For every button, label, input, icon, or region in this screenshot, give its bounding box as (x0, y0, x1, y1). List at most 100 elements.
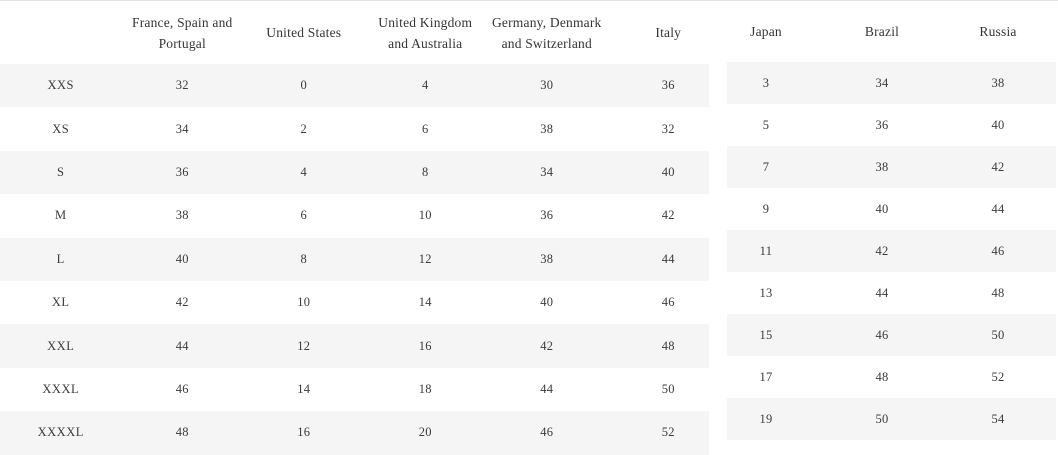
size-label-cell: XS (52, 121, 70, 136)
size-value-cell: 30 (540, 78, 554, 93)
size-value-cell: 46 (875, 327, 889, 342)
size-value-cell: 10 (418, 208, 432, 223)
size-value-cell: 11 (759, 243, 773, 258)
size-value-cell: 6 (421, 121, 429, 136)
table-row: XL 42 10 14 40 46 (0, 281, 729, 324)
column-header-line: Russia (979, 24, 1017, 39)
size-value-cell: 50 (875, 411, 889, 426)
size-label-cell: XXXXL (37, 425, 84, 440)
size-value-cell: 48 (875, 369, 889, 384)
column-header-line: France, Spain and (132, 14, 233, 30)
size-value-cell: 8 (421, 164, 429, 179)
size-value-cell: 14 (418, 295, 432, 310)
size-value-cell: 38 (540, 121, 554, 136)
size-value-cell: 17 (759, 369, 773, 384)
table-row: M 38 6 10 36 42 (0, 194, 729, 237)
size-value-cell: 44 (661, 251, 675, 266)
size-value-cell: 4 (421, 78, 429, 93)
size-value-cell: 16 (297, 425, 311, 440)
size-value-cell: 5 (762, 117, 770, 132)
column-header-united-states: United States (243, 22, 365, 43)
size-value-cell: 36 (875, 117, 889, 132)
size-value-cell: 50 (991, 327, 1005, 342)
size-value-cell: 48 (661, 338, 675, 353)
table-row: XXXL 46 14 18 44 50 (0, 368, 729, 411)
table-row: 5 36 40 (708, 104, 1056, 146)
size-value-cell: 50 (661, 381, 675, 396)
size-value-cell: 36 (175, 164, 189, 179)
column-header-line: Italy (655, 25, 682, 40)
size-value-cell: 46 (991, 243, 1005, 258)
column-header-line: and Switzerland (501, 35, 592, 51)
size-value-cell: 8 (300, 251, 308, 266)
size-label-cell: XXL (47, 338, 75, 353)
size-value-cell: 12 (297, 338, 311, 353)
size-value-cell: 38 (875, 159, 889, 174)
size-value-cell: 10 (297, 295, 311, 310)
size-value-cell: 40 (661, 164, 675, 179)
size-value-cell: 42 (875, 243, 889, 258)
size-value-cell: 44 (875, 285, 889, 300)
size-table-japan-brazil-russia-header: Japan Brazil Russia (708, 1, 1056, 62)
table-row: L 40 8 12 38 44 (0, 237, 729, 281)
column-header-brazil: Brazil (824, 21, 940, 42)
size-value-cell: 34 (175, 121, 189, 136)
size-label-cell: XXXL (42, 381, 80, 396)
size-table-international: France, Spain and Portugal United States Un… (0, 1, 729, 455)
size-value-cell: 40 (875, 201, 889, 216)
size-value-cell: 16 (418, 338, 432, 353)
size-value-cell: 44 (991, 201, 1005, 216)
size-value-cell: 54 (991, 411, 1005, 426)
size-value-cell: 52 (991, 369, 1005, 384)
size-value-cell: 44 (175, 338, 189, 353)
table-row: 11 42 46 (708, 230, 1056, 272)
size-value-cell: 46 (175, 381, 189, 396)
table-row: 7 38 42 (708, 146, 1056, 188)
size-label-cell: XXS (47, 78, 74, 93)
size-value-cell: 48 (991, 285, 1005, 300)
size-value-cell: 12 (418, 251, 432, 266)
size-value-cell: 52 (661, 425, 675, 440)
size-value-cell: 19 (759, 411, 773, 426)
column-header-japan: Japan (708, 21, 824, 42)
column-header-line: Japan (750, 24, 782, 39)
size-label-cell: S (57, 164, 65, 179)
size-label-cell: XL (51, 295, 70, 310)
size-value-cell: 48 (175, 425, 189, 440)
size-value-cell: 15 (759, 327, 773, 342)
column-header-line: Brazil (864, 24, 900, 39)
size-value-cell: 34 (875, 75, 889, 90)
column-header-line: Portugal (158, 35, 206, 51)
table-row: 17 48 52 (708, 356, 1056, 398)
table-row: 15 46 50 (708, 314, 1056, 356)
column-header-line: United States (266, 25, 342, 40)
size-value-cell: 40 (540, 295, 554, 310)
size-value-cell: 4 (300, 164, 308, 179)
size-value-cell: 40 (991, 117, 1005, 132)
table-row: 19 50 54 (708, 398, 1056, 440)
size-value-cell: 2 (300, 121, 308, 136)
size-value-cell: 38 (540, 251, 554, 266)
size-value-cell: 44 (540, 381, 554, 396)
size-value-cell: 42 (661, 208, 675, 223)
table-row: XXXXL 48 16 20 46 52 (0, 411, 729, 455)
size-value-cell: 7 (762, 159, 770, 174)
size-value-cell: 38 (175, 208, 189, 223)
size-label-cell: M (54, 208, 67, 223)
size-value-cell: 14 (297, 381, 311, 396)
size-value-cell: 42 (175, 295, 189, 310)
column-header-line: Germany, Denmark (491, 14, 602, 30)
table-row: S 36 4 8 34 40 (0, 150, 729, 195)
size-value-cell: 46 (661, 295, 675, 310)
size-value-cell: 34 (540, 164, 554, 179)
size-value-cell: 32 (661, 121, 675, 136)
size-value-cell: 18 (418, 381, 432, 396)
table-row: XS 34 2 6 38 32 (0, 107, 729, 150)
size-table-international-header: France, Spain and Portugal United States Un… (0, 1, 729, 64)
size-value-cell: 20 (418, 425, 432, 440)
table-row: 13 44 48 (708, 272, 1056, 314)
size-value-cell: 40 (175, 251, 189, 266)
column-header-france-spain-and-portugal: France, Spain and Portugal (122, 12, 244, 54)
size-value-cell: 6 (300, 208, 308, 223)
